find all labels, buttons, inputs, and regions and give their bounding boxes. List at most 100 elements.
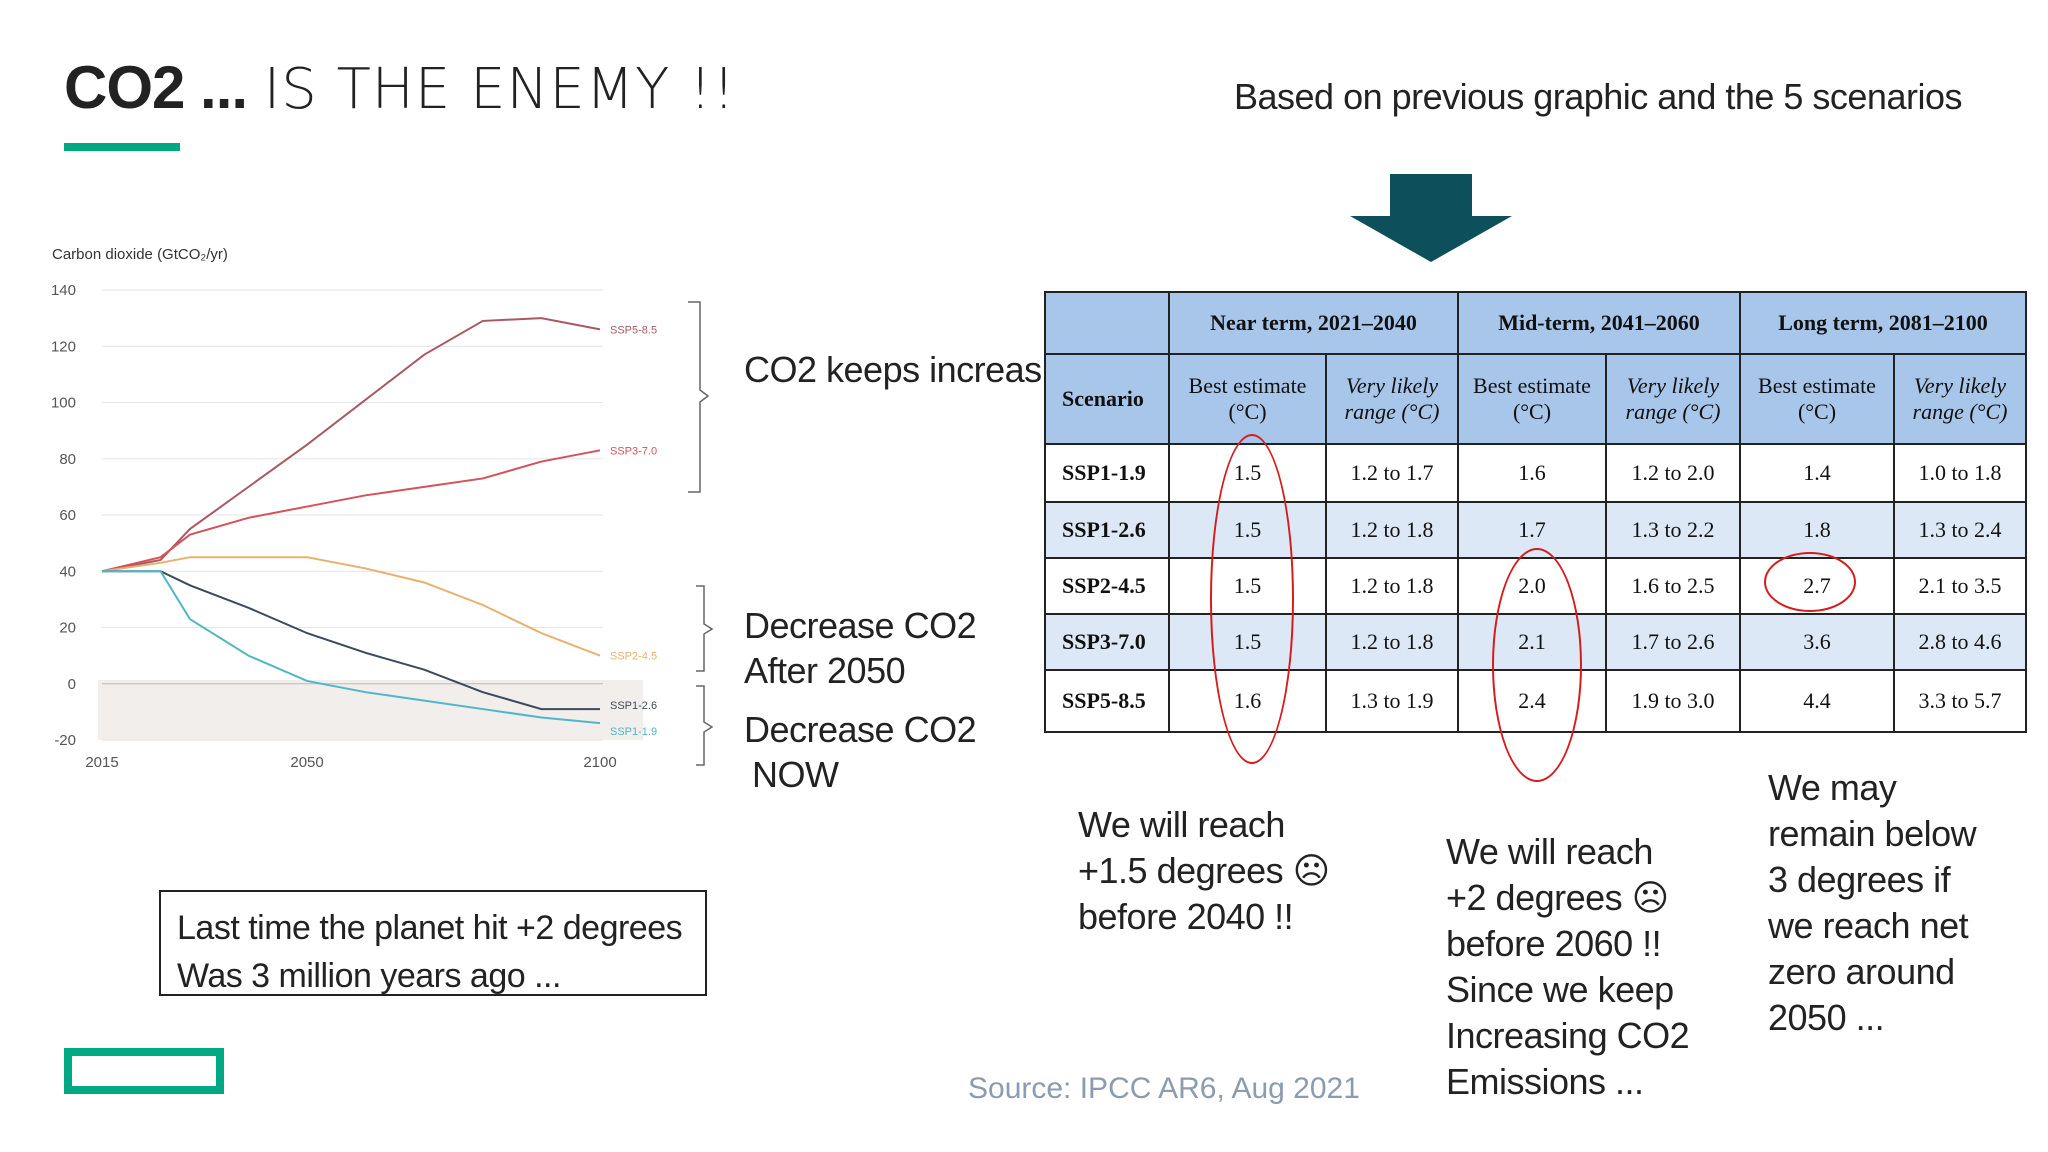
table-cell: 1.4 (1739, 443, 1895, 503)
highlight-near-term-circle (1210, 434, 1294, 764)
chart-xtick-label: 2015 (85, 754, 118, 771)
table-cell: SSP2-4.5 (1044, 557, 1170, 615)
note-line: 2050 ... (1768, 997, 1885, 1038)
chart-ytick-label: 100 (51, 395, 76, 412)
table-cell: 1.2 to 1.8 (1325, 501, 1459, 559)
table-cell: 1.3 to 1.9 (1325, 669, 1459, 733)
table-corner (1044, 291, 1170, 355)
source-citation: Source: IPCC AR6, Aug 2021 (968, 1072, 1360, 1105)
table-col-best-long: Best estimate (°C) (1739, 353, 1895, 445)
annotation-now-line1: Decrease CO2 (744, 709, 977, 750)
chart-series-line (101, 556, 601, 657)
bracket-now (696, 685, 714, 766)
title-underline (64, 143, 180, 151)
chart-ytick-label: 120 (51, 338, 76, 355)
table-cell: 3.6 (1739, 613, 1895, 671)
million-years-note: Last time the planet hit +2 degrees Was … (159, 890, 707, 996)
chart-ylabel: Carbon dioxide (GtCO₂/yr) (52, 246, 228, 263)
table-cell: 1.7 (1457, 501, 1607, 559)
note-box-line1: Last time the planet hit +2 degrees (177, 909, 683, 947)
bracket-after-2050 (696, 585, 714, 672)
brand-logo (64, 1048, 224, 1094)
table-cell: 1.2 to 1.7 (1325, 443, 1459, 503)
chart-series-line (101, 317, 601, 573)
table-cell: 1.0 to 1.8 (1893, 443, 2027, 503)
chart-xtick-label: 2100 (583, 754, 616, 771)
table-col-best-mid: Best estimate (°C) (1457, 353, 1607, 445)
table-group-long: Long term, 2081–2100 (1739, 291, 2027, 355)
note-line: remain below (1768, 813, 1977, 854)
note-line: Increasing CO2 (1446, 1015, 1690, 1056)
table-col-range-long: Very likely range (°C) (1893, 353, 2027, 445)
table-row: SSP1-2.6 1.5 1.2 to 1.8 1.7 1.3 to 2.2 1… (1044, 501, 2027, 559)
table-cell: SSP1-1.9 (1044, 443, 1170, 503)
note-line: zero around (1768, 951, 1955, 992)
chart-ytick-label: -20 (54, 732, 76, 749)
table-cell: 4.4 (1739, 669, 1895, 733)
annotation-after-line1: Decrease CO2 (744, 605, 977, 646)
down-arrow-icon (1350, 174, 1512, 262)
note-reach-1-5: We will reach +1.5 degrees ☹ before 2040… (1078, 802, 1330, 940)
highlight-long-term-circle (1764, 552, 1856, 612)
title-bold: CO2 ... (64, 54, 248, 121)
note-line: +1.5 degrees ☹ (1078, 850, 1330, 891)
title-rest: IS THE ENEMY !! (263, 57, 736, 122)
table-col-range-mid: Very likely range (°C) (1605, 353, 1741, 445)
table-cell: 1.9 to 3.0 (1605, 669, 1741, 733)
table-cell: SSP3-7.0 (1044, 613, 1170, 671)
co2-emissions-chart: Carbon dioxide (GtCO₂/yr) 140 120 100 80 60 4… (51, 246, 657, 771)
annotation-after-line2: After 2050 (744, 650, 906, 691)
table-col-scenario: Scenario (1044, 353, 1170, 445)
ipcc-warming-table: Near term, 2021–2040 Mid-term, 2041–2060… (1044, 291, 2027, 733)
note-remain-3: We may remain below 3 degrees if we reac… (1768, 765, 1977, 1041)
table-cell: 3.3 to 5.7 (1893, 669, 2027, 733)
chart-xtick-label: 2050 (290, 754, 323, 771)
subtitle: Based on previous graphic and the 5 scen… (1234, 76, 1962, 117)
note-reach-2: We will reach +2 degrees ☹ before 2060 !… (1446, 829, 1690, 1105)
table-col-range-near: Very likely range (°C) (1325, 353, 1459, 445)
table-row: SSP3-7.0 1.5 1.2 to 1.8 2.1 1.7 to 2.6 3… (1044, 613, 2027, 671)
chart-series-line (101, 449, 601, 573)
table-cell: 1.8 (1739, 501, 1895, 559)
note-line: Since we keep (1446, 969, 1674, 1010)
table-cell: 1.7 to 2.6 (1605, 613, 1741, 671)
table-cell: 1.2 to 1.8 (1325, 557, 1459, 615)
table-group-mid: Mid-term, 2041–2060 (1457, 291, 1741, 355)
chart-series-line (102, 570, 600, 711)
chart-series-label: SSP3-7.0 (610, 445, 657, 457)
chart-ytick-label: 140 (51, 282, 76, 299)
table-cell: 1.6 to 2.5 (1605, 557, 1741, 615)
table-cell: 2.8 to 4.6 (1893, 613, 2027, 671)
note-line: Emissions ... (1446, 1061, 1644, 1102)
table-col-best-near: Best estimate (°C) (1168, 353, 1327, 445)
note-line: We will reach (1078, 804, 1285, 845)
chart-ytick-label: 0 (68, 676, 76, 693)
table-cell: 1.3 to 2.2 (1605, 501, 1741, 559)
bracket-increasing (688, 301, 710, 493)
annotation-increasing: CO2 keeps increasing (744, 349, 1089, 390)
note-line: we reach net (1768, 905, 1969, 946)
chart-series-label: SSP1-2.6 (610, 700, 657, 712)
chart-ytick-label: 40 (59, 563, 76, 580)
chart-ytick-label: 60 (59, 507, 76, 524)
chart-series-label: SSP5-8.5 (610, 324, 657, 336)
table-cell: SSP1-2.6 (1044, 501, 1170, 559)
table-cell: 1.2 to 2.0 (1605, 443, 1741, 503)
annotation-now-line2: NOW (752, 754, 839, 795)
table-cell: SSP5-8.5 (1044, 669, 1170, 733)
page-title: CO2 ... IS THE ENEMY !! (64, 58, 736, 118)
table-group-near: Near term, 2021–2040 (1168, 291, 1459, 355)
table-cell: 2.1 to 3.5 (1893, 557, 2027, 615)
note-line: +2 degrees ☹ (1446, 877, 1669, 918)
note-line: We may (1768, 767, 1897, 808)
note-line: before 2040 !! (1078, 896, 1294, 937)
table-cell: 1.2 to 1.8 (1325, 613, 1459, 671)
chart-ytick-label: 80 (59, 451, 76, 468)
note-box-line2: Was 3 million years ago ... (177, 957, 561, 995)
note-line: before 2060 !! (1446, 923, 1662, 964)
table-cell: 1.6 (1457, 443, 1607, 503)
table-cell: 1.3 to 2.4 (1893, 501, 2027, 559)
chart-ytick-label: 20 (59, 620, 76, 637)
table-row: SSP1-1.9 1.5 1.2 to 1.7 1.6 1.2 to 2.0 1… (1044, 443, 2027, 503)
chart-series-label: SSP2-4.5 (610, 651, 657, 663)
